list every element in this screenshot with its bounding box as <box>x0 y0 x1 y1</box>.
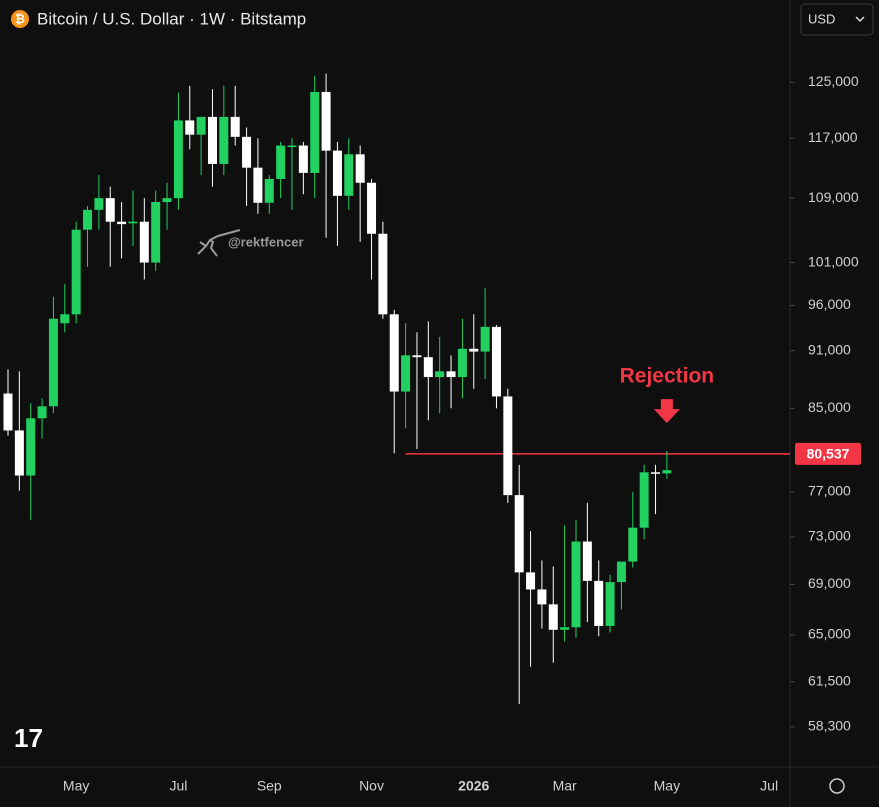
chart-title: Bitcoin / U.S. Dollar · 1W · Bitstamp <box>37 9 306 28</box>
candle-body <box>616 561 626 583</box>
candle-body <box>503 396 513 496</box>
watermark-icon <box>197 229 241 257</box>
candle-body <box>71 229 81 315</box>
candle-body <box>37 406 47 419</box>
candle-body <box>264 178 274 203</box>
candle-body <box>480 326 490 352</box>
candle-body <box>298 145 308 173</box>
candle-body <box>435 371 445 378</box>
candle-body <box>219 116 229 164</box>
candle-body <box>560 627 570 630</box>
candle-body <box>105 198 115 222</box>
annotation-arrow <box>653 399 680 424</box>
y-tick-label: 77,000 <box>808 483 851 499</box>
candle-body <box>423 357 433 378</box>
candle-body <box>3 393 13 431</box>
candle-body <box>355 154 365 183</box>
candle-body <box>14 430 24 476</box>
candle-body <box>548 604 558 630</box>
candle-body <box>242 136 252 168</box>
x-tick-label: Sep <box>257 778 282 794</box>
candle-body <box>139 221 149 263</box>
price-label-box <box>795 442 861 465</box>
candle-body <box>151 202 161 263</box>
candle-body <box>491 326 501 397</box>
candle-body <box>196 116 206 135</box>
candle-body <box>253 167 263 203</box>
x-tick-label: Jul <box>169 778 187 794</box>
candle-body <box>48 318 58 407</box>
x-tick-label: May <box>63 778 89 794</box>
x-tick-label: Nov <box>359 778 384 794</box>
x-tick-label: 2026 <box>458 778 489 794</box>
candle-body <box>26 418 36 476</box>
candle-body <box>83 209 93 230</box>
candle-body <box>628 527 638 562</box>
y-tick-label: 101,000 <box>808 253 859 269</box>
y-tick-label: 73,000 <box>808 528 851 544</box>
y-tick-label: 117,000 <box>808 129 858 145</box>
candle-body <box>582 541 592 581</box>
candle-body <box>367 182 377 234</box>
y-tick-label: 91,000 <box>808 341 851 357</box>
candle-body <box>469 348 479 352</box>
candle-body <box>230 116 240 137</box>
candle-body <box>173 120 183 199</box>
time-axis <box>0 767 879 807</box>
price-label: 80,537 <box>807 446 850 462</box>
candle-body <box>389 314 399 392</box>
candle-body <box>128 221 138 224</box>
candle-body <box>571 541 581 628</box>
candle-body <box>446 371 456 378</box>
y-tick-label: 69,000 <box>808 575 851 591</box>
y-tick-label: 58,300 <box>808 718 851 734</box>
y-tick-label: 125,000 <box>808 73 859 89</box>
tv-logo: 17 <box>14 723 43 753</box>
candle-body <box>207 116 217 164</box>
y-tick-label: 65,000 <box>808 626 851 642</box>
candle-body <box>321 91 331 151</box>
candle-body <box>94 198 104 210</box>
candle-body <box>412 355 422 358</box>
candle-body <box>651 472 661 474</box>
candle-body <box>526 572 536 590</box>
candle-body <box>594 580 604 626</box>
x-tick-label: May <box>654 778 680 794</box>
candle-body <box>378 233 388 315</box>
watermark: @rektfencer <box>228 234 304 249</box>
dropdown-arrow <box>855 16 865 23</box>
candle-body <box>514 495 524 573</box>
x-tick-label: Jul <box>760 778 778 794</box>
btc-icon-glyph: ₿ <box>15 12 25 26</box>
candle-body <box>162 198 172 203</box>
candle-body <box>457 348 467 378</box>
y-tick-label: 96,000 <box>808 296 851 312</box>
y-tick-label: 61,500 <box>808 672 851 688</box>
candle-body <box>117 221 127 225</box>
currency-select[interactable] <box>800 3 874 36</box>
candle-body <box>287 145 297 148</box>
candle-body <box>332 150 342 196</box>
candle-body <box>401 355 411 392</box>
candle-body <box>60 314 70 324</box>
candle-body <box>185 120 195 135</box>
y-tick-label: 109,000 <box>808 189 859 205</box>
candle-body <box>344 154 354 196</box>
x-tick-label: Mar <box>553 778 577 794</box>
btc-icon <box>11 10 29 28</box>
candle-body <box>605 582 615 626</box>
annotation: Rejection <box>620 365 715 388</box>
candle-body <box>276 145 286 179</box>
settings-icon[interactable] <box>829 778 845 794</box>
candle-body <box>639 472 649 528</box>
y-tick-label: 85,000 <box>808 399 851 415</box>
candle-body <box>537 589 547 605</box>
candle-body <box>310 91 320 173</box>
currency-label[interactable]: USD <box>808 11 835 26</box>
candle-body <box>662 470 672 474</box>
